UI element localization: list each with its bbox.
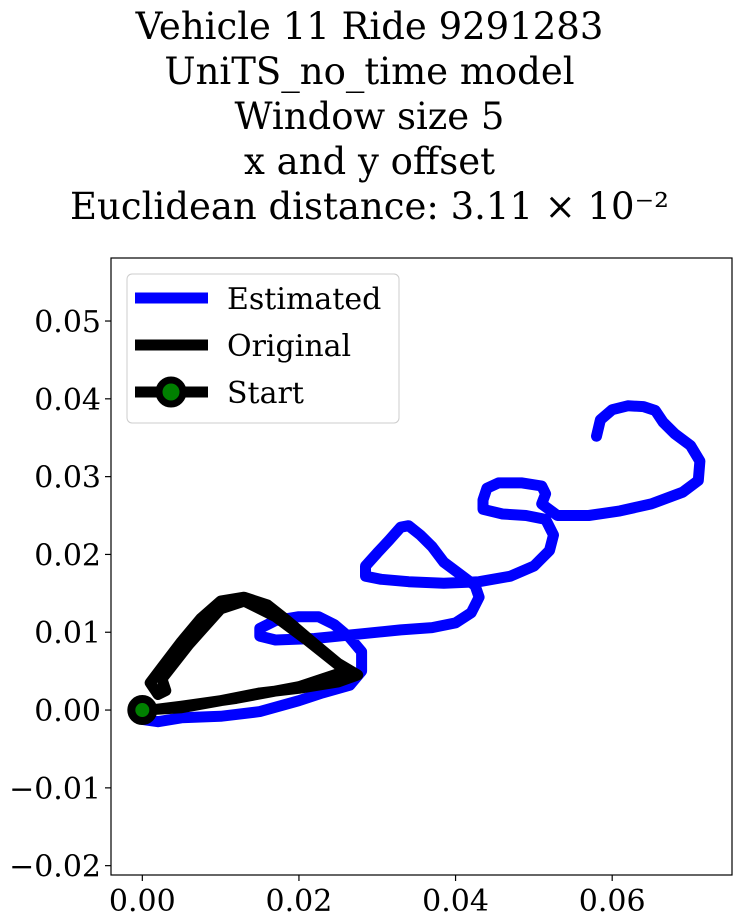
series-line-estimated <box>136 400 706 728</box>
y-tick-label: 0.05 <box>34 305 101 340</box>
x-tick-label: 0.04 <box>422 884 489 919</box>
ticks-layer: 0.00 0.02 0.04 0.06 −0.02 −0.01 0.00 0.01 0.02 0.… <box>9 305 646 919</box>
start-point-marker <box>127 695 158 726</box>
legend-estimated-label: Estimated <box>227 282 381 317</box>
legend-start-marker <box>155 376 187 408</box>
title-line-4: x and y offset <box>244 140 495 183</box>
y-tick-label: 0.04 <box>34 383 101 418</box>
x-tick-label: 0.02 <box>266 884 333 919</box>
x-tick-label: 0.06 <box>579 884 646 919</box>
title-line-2: UniTS_no_time model <box>164 50 575 93</box>
legend-box <box>126 273 400 424</box>
legend: Estimated Original Start <box>126 273 400 424</box>
title-line-3: Window size 5 <box>234 95 505 138</box>
plot-frame <box>110 257 733 876</box>
chart-title: Vehicle 11 Ride 9291283 UniTS_no_time mo… <box>0 4 739 229</box>
y-tick-label: 0.01 <box>34 616 101 651</box>
y-tick-label: −0.02 <box>9 850 101 885</box>
legend-start-label: Start <box>227 376 304 411</box>
title-line-5: Euclidean distance: 3.11 × 10⁻² <box>70 185 669 228</box>
y-tick-label: −0.01 <box>9 772 101 807</box>
y-tick-label: 0.02 <box>34 538 101 573</box>
x-tick-label: 0.00 <box>109 884 176 919</box>
legend-original-label: Original <box>227 329 351 364</box>
title-line-1: Vehicle 11 Ride 9291283 <box>135 5 604 48</box>
y-tick-label: 0.03 <box>34 461 101 496</box>
series-line-original <box>136 591 364 716</box>
y-tick-label: 0.00 <box>34 694 101 729</box>
series-layer <box>127 400 706 728</box>
